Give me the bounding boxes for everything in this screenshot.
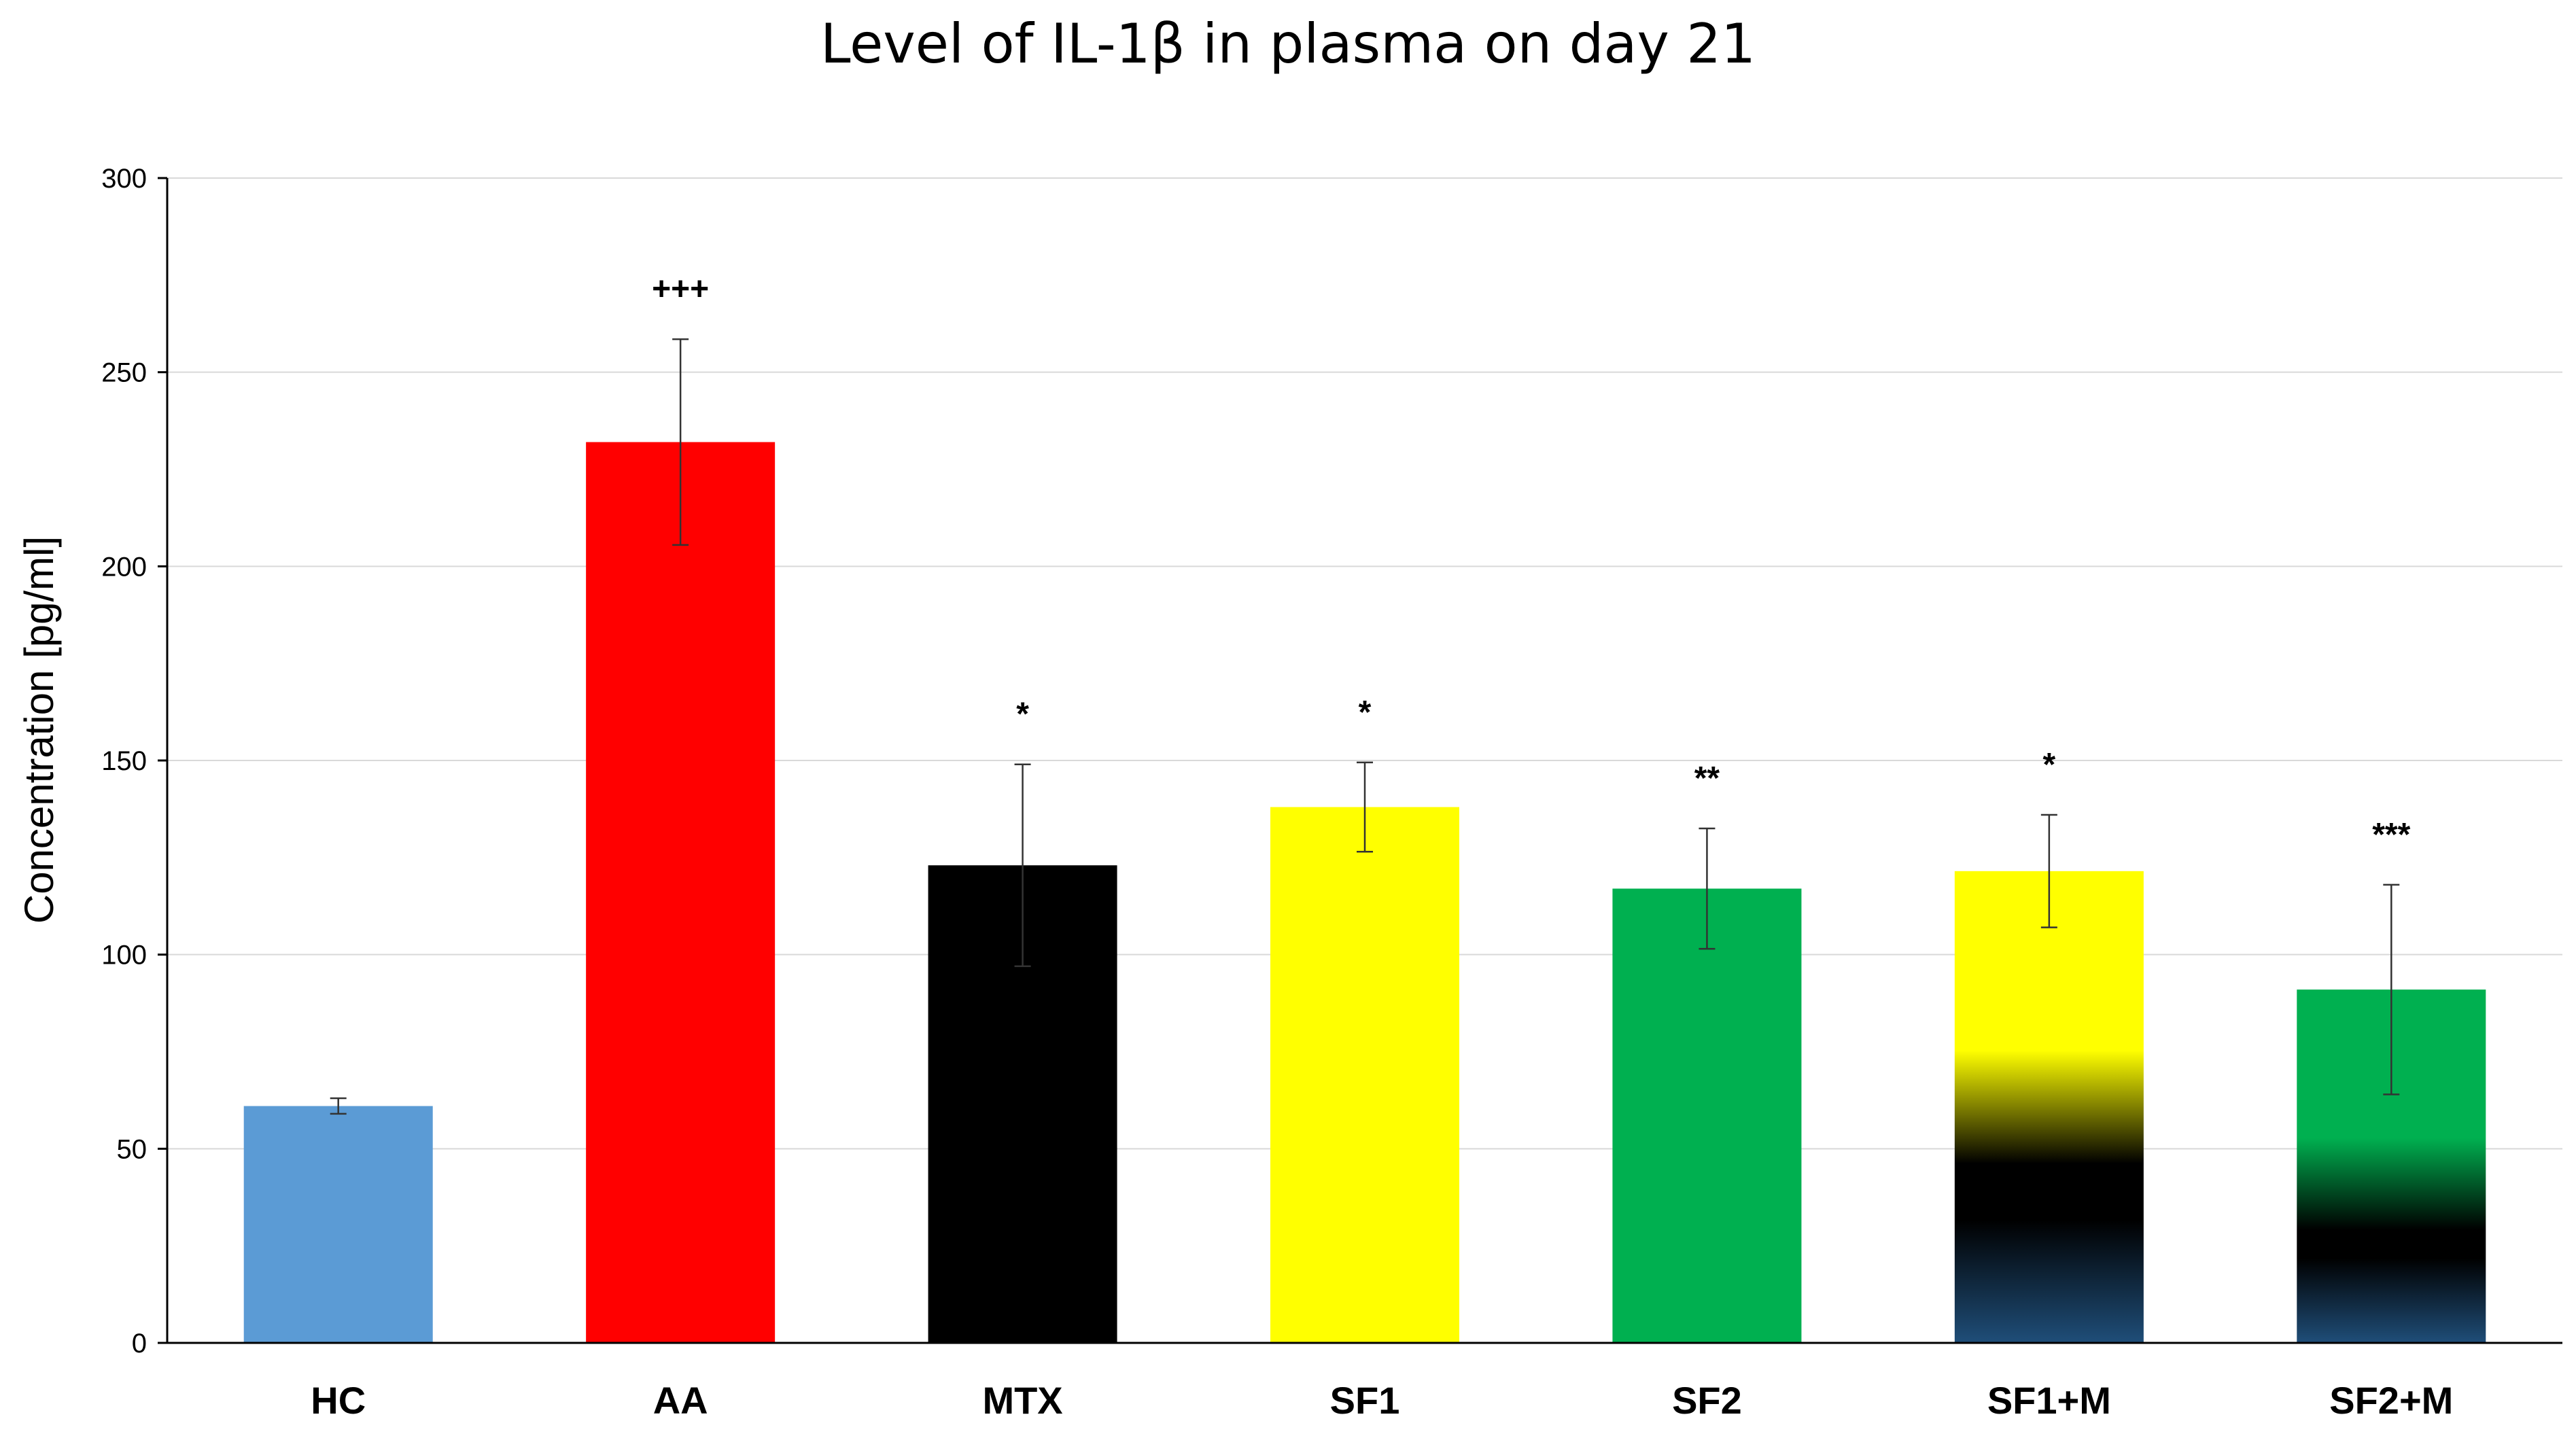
error-bars bbox=[330, 338, 2400, 1115]
category-label-mtx: MTX bbox=[982, 1379, 1062, 1422]
y-tick-label-100: 100 bbox=[101, 941, 147, 970]
x-axis-categories: HC AA MTX SF1 SF2 SF1+M SF2+M bbox=[311, 1379, 2453, 1422]
y-axis-label: Concentration [pg/ml] bbox=[16, 536, 62, 924]
bar-sf2 bbox=[1612, 888, 1802, 1343]
y-axis-ticks: 0 50 100 150 200 250 300 bbox=[101, 164, 167, 1359]
y-tick-label-250: 250 bbox=[101, 358, 147, 388]
y-tick-label-300: 300 bbox=[101, 164, 147, 194]
category-label-sf2: SF2 bbox=[1672, 1379, 1742, 1422]
category-label-sf2-m: SF2+M bbox=[2329, 1379, 2453, 1422]
y-tick-label-200: 200 bbox=[101, 552, 147, 582]
bar-hc bbox=[243, 1106, 433, 1343]
bars bbox=[243, 442, 2486, 1344]
y-tick-label-0: 0 bbox=[132, 1329, 147, 1359]
significance-sf1: * bbox=[1359, 695, 1372, 731]
chart-title: Level of IL-1β in plasma on day 21 bbox=[820, 12, 1756, 75]
bar-sf1-m bbox=[1954, 871, 2144, 1343]
significance-aa: +++ bbox=[652, 271, 709, 307]
y-tick-label-150: 150 bbox=[101, 746, 147, 776]
category-label-sf1-m: SF1+M bbox=[1987, 1379, 2111, 1422]
significance-mtx: * bbox=[1016, 697, 1029, 733]
category-label-aa: AA bbox=[653, 1379, 708, 1422]
y-tick-label-50: 50 bbox=[117, 1134, 147, 1164]
category-label-hc: HC bbox=[311, 1379, 366, 1422]
significance-sf1-m: * bbox=[2043, 747, 2056, 783]
bar-aa bbox=[586, 442, 776, 1344]
category-label-sf1: SF1 bbox=[1330, 1379, 1400, 1422]
bar-sf1 bbox=[1270, 807, 1459, 1343]
significance-sf2-m: *** bbox=[2372, 817, 2410, 853]
significance-markers: +++* *** **** bbox=[652, 271, 2411, 853]
gridlines bbox=[167, 177, 2562, 1150]
significance-sf2: ** bbox=[1694, 760, 1720, 796]
